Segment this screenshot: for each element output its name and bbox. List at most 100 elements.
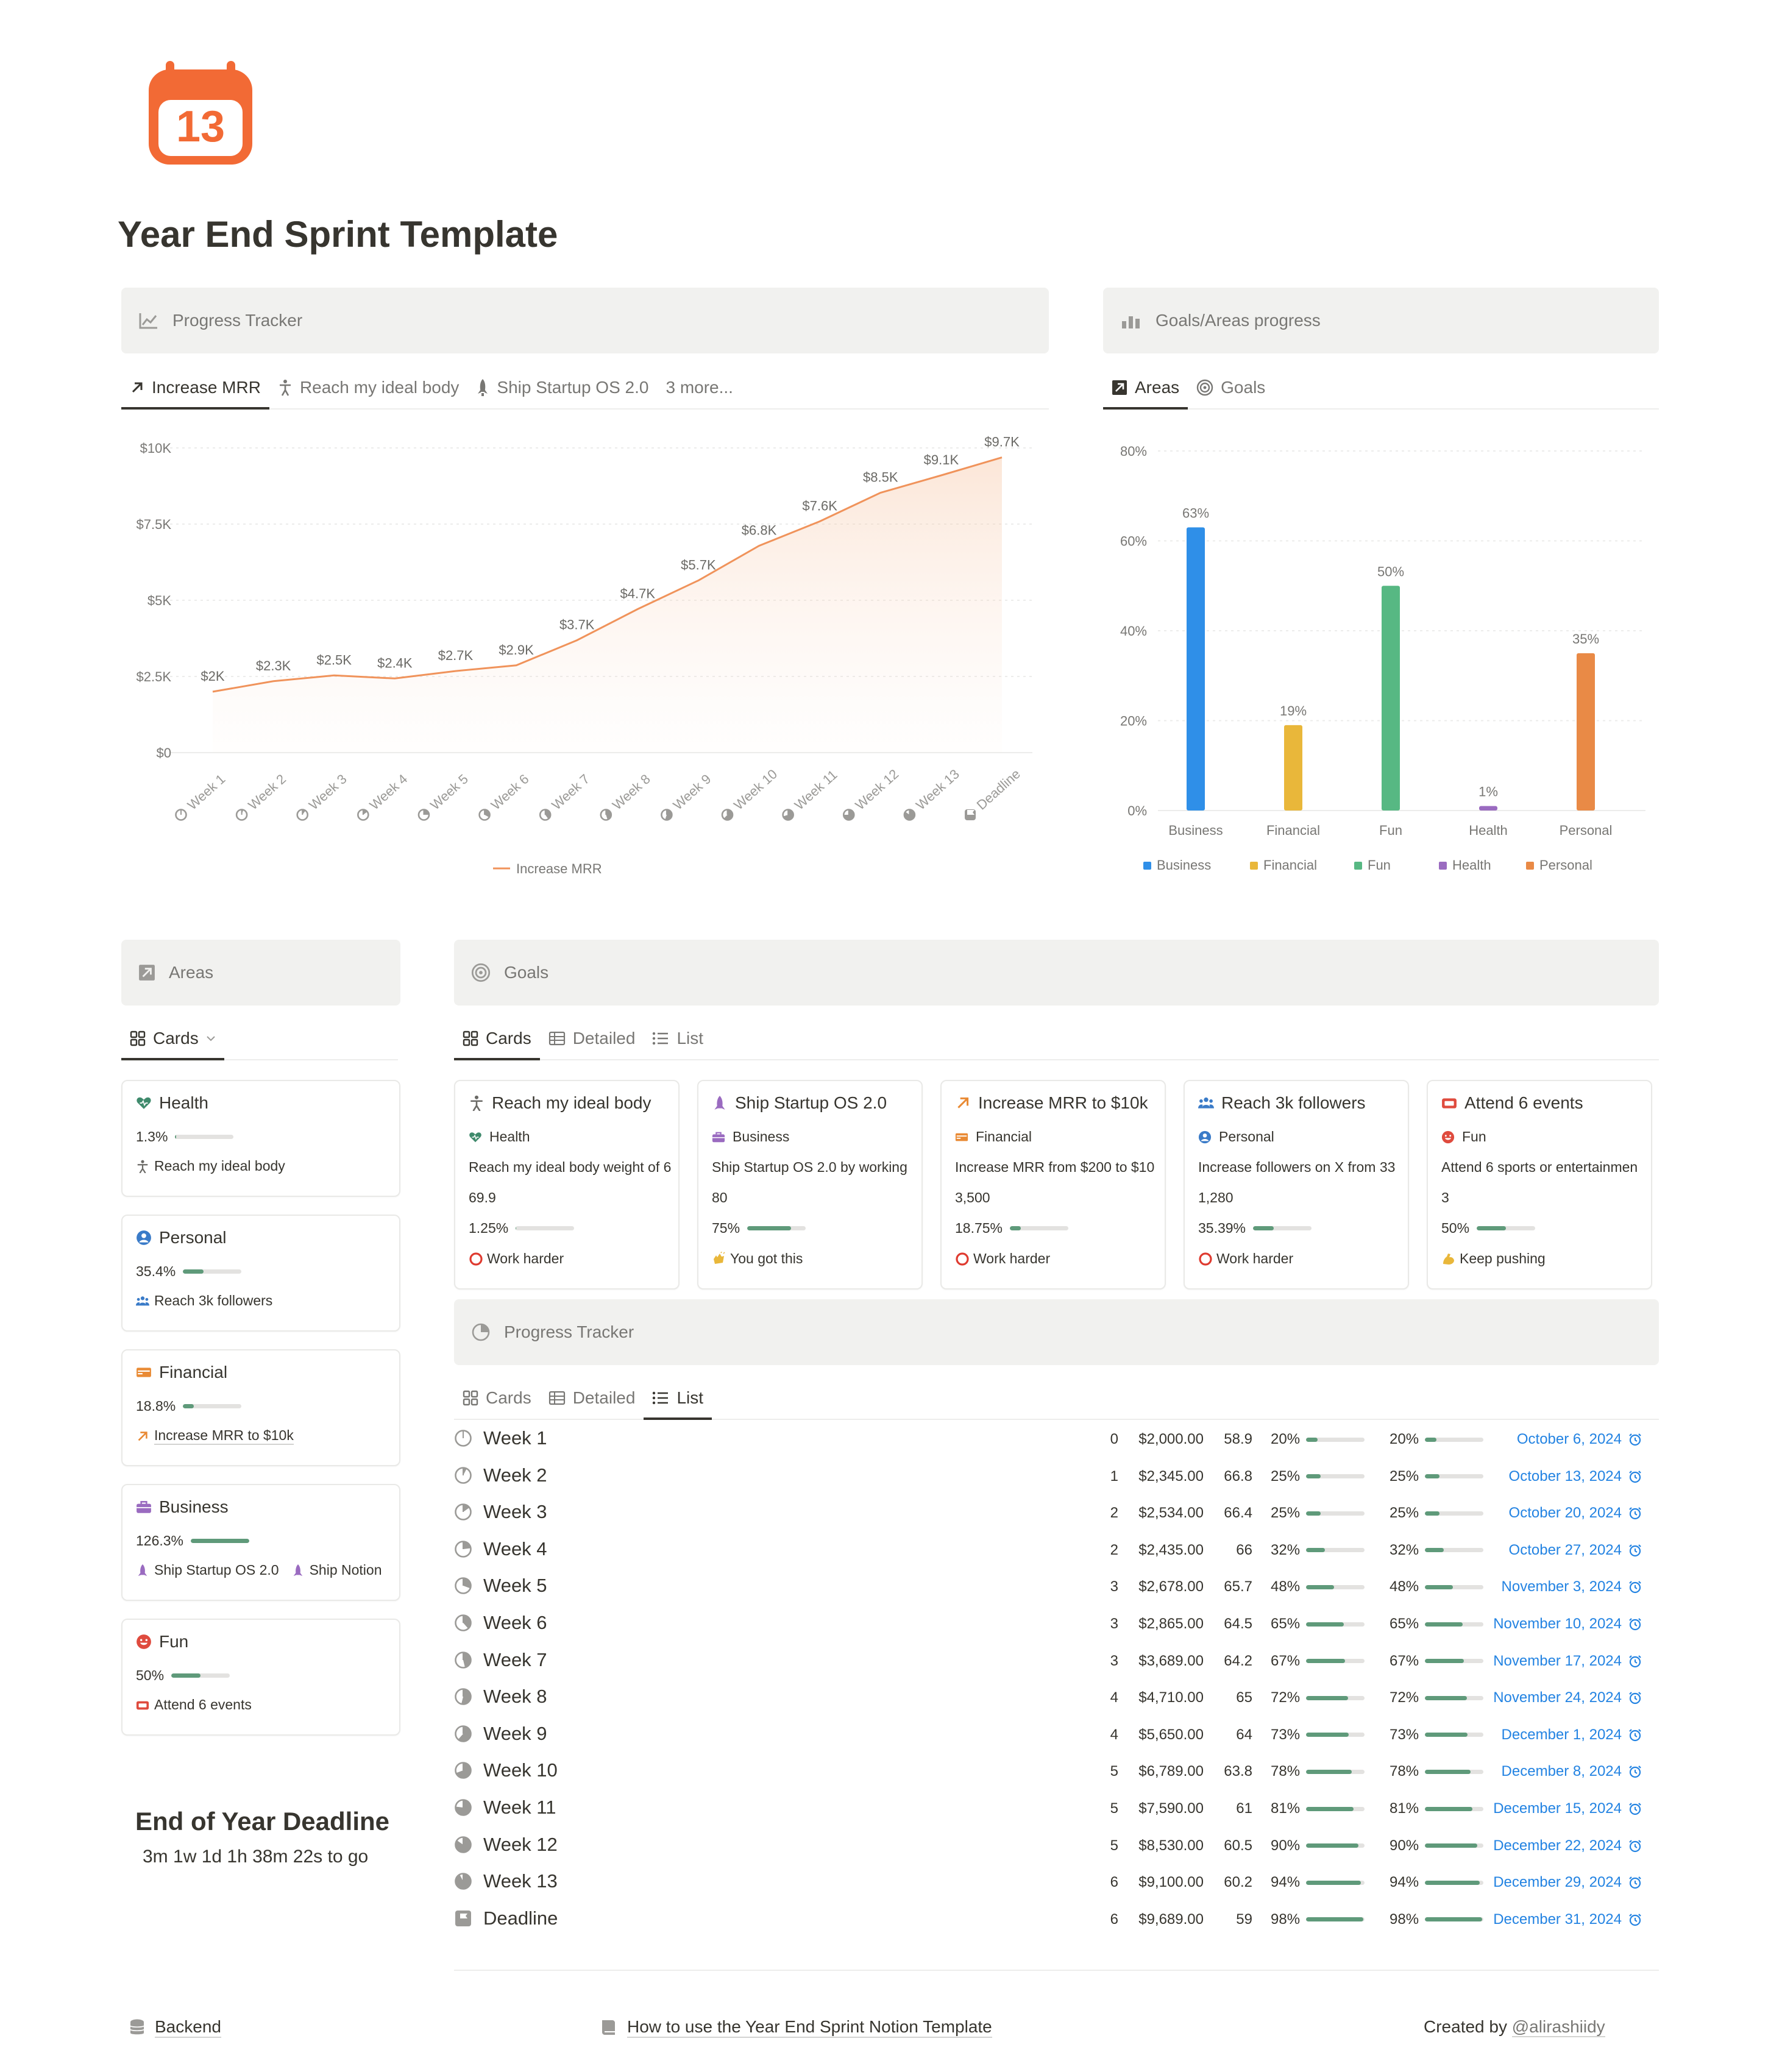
progress-bar-fill: [1425, 1880, 1480, 1885]
x-tick-label: Business: [1168, 823, 1223, 838]
row-name: Week 11: [483, 1797, 556, 1818]
x-tick-icon: [478, 809, 491, 821]
related-goal-link[interactable]: Ship Notion: [291, 1562, 382, 1578]
date-cell[interactable]: December 8, 2024: [1502, 1763, 1642, 1780]
goal-card[interactable]: Increase MRR to $10k Financial Increase MR…: [940, 1080, 1166, 1290]
goal-area[interactable]: Health: [469, 1129, 530, 1145]
goal-area[interactable]: Fun: [1441, 1129, 1486, 1145]
progress-bar-fill: [1425, 1622, 1463, 1627]
tracker-row[interactable]: Week 2 1 $2,345.00 66.8 25% 25% October 13, 20…: [454, 1458, 1661, 1495]
area-card[interactable]: Personal 35.4% Reach 3k followers: [121, 1215, 400, 1332]
progress-bar: [1306, 1474, 1365, 1479]
flag-icon: [455, 1910, 471, 1926]
cell-n: 4: [1110, 1726, 1118, 1743]
tracker-row[interactable]: Week 7 3 $3,689.00 64.2 67% 67% November 17, 2…: [454, 1643, 1661, 1680]
related-goal-link[interactable]: Ship Startup OS 2.0: [136, 1562, 279, 1578]
area-card[interactable]: Business 126.3% Ship Startup OS 2.0 Ship No…: [121, 1484, 400, 1601]
tracker-row[interactable]: Week 5 3 $2,678.00 65.7 48% 48% November 3, 20…: [454, 1569, 1661, 1605]
tab-more[interactable]: 3 more...: [657, 378, 741, 408]
deadline-countdown: 3m 1w 1d 1h 38m 22s to go: [143, 1847, 369, 1867]
progress-bar: [1425, 1474, 1484, 1479]
date-cell[interactable]: December 22, 2024: [1493, 1837, 1642, 1854]
tracker-row[interactable]: Week 12 5 $8,530.00 60.5 90% 90% December 22, …: [454, 1828, 1661, 1864]
progress-pie-icon: [455, 1873, 472, 1890]
goal-percent: 50%: [1441, 1220, 1470, 1236]
date-cell[interactable]: December 15, 2024: [1493, 1800, 1642, 1817]
tab-areas[interactable]: Areas: [1103, 378, 1188, 410]
date-cell[interactable]: October 20, 2024: [1509, 1505, 1642, 1522]
tab-goals-detailed[interactable]: Detailed: [540, 1029, 644, 1059]
tab-reach-ideal-body[interactable]: Reach my ideal body: [269, 378, 467, 408]
tab-tracker-detailed[interactable]: Detailed: [540, 1388, 644, 1419]
goal-card[interactable]: Ship Startup OS 2.0 Business Ship Startup …: [697, 1080, 923, 1290]
goal-area[interactable]: Personal: [1198, 1129, 1274, 1145]
goal-status: Work harder: [469, 1251, 564, 1267]
date-cell[interactable]: December 31, 2024: [1493, 1911, 1642, 1928]
goal-card[interactable]: Attend 6 events Fun Attend 6 sports or ent…: [1427, 1080, 1652, 1290]
tracker-row[interactable]: Week 3 2 $2,534.00 66.4 25% 25% October 20, 20…: [454, 1495, 1661, 1531]
data-label: $2.7K: [438, 648, 474, 663]
page-icon[interactable]: 13: [144, 56, 257, 169]
tab-ship-startup-os[interactable]: Ship Startup OS 2.0: [467, 378, 657, 408]
grid-icon: [130, 1031, 146, 1046]
tracker-row[interactable]: Week 4 2 $2,435.00 66 32% 32% October 27, 2024: [454, 1532, 1661, 1569]
progress-bar-fill: [175, 1135, 176, 1139]
progress-bar-fill: [1306, 1622, 1344, 1627]
progress-bar: [747, 1226, 806, 1230]
tab-goals-cards[interactable]: Cards: [454, 1029, 540, 1060]
goal-area[interactable]: Business: [712, 1129, 789, 1145]
progress-bar-fill: [1425, 1437, 1437, 1442]
goal-card[interactable]: Reach my ideal body Health Reach my ideal …: [454, 1080, 680, 1290]
tab-tracker-cards[interactable]: Cards: [454, 1388, 540, 1419]
alarm-clock-icon: [1628, 1654, 1642, 1669]
goal-area[interactable]: Financial: [955, 1129, 1032, 1145]
progress-bar: [1425, 1511, 1484, 1516]
y-tick-label: $2.5K: [137, 669, 172, 684]
howto-link[interactable]: How to use the Year End Sprint Notion Te…: [600, 2017, 992, 2038]
cell-n: 4: [1110, 1689, 1118, 1706]
date-cell[interactable]: December 1, 2024: [1502, 1726, 1642, 1744]
related-goal-link[interactable]: Increase MRR to $10k: [136, 1427, 294, 1445]
tab-goals[interactable]: Goals: [1188, 378, 1274, 408]
y-tick-label: $7.5K: [137, 517, 172, 532]
tracker-row[interactable]: Week 6 3 $2,865.00 64.5 65% 65% November 10, 2…: [454, 1606, 1661, 1642]
list-divider: [454, 1970, 1659, 1971]
date-cell[interactable]: November 10, 2024: [1493, 1616, 1642, 1633]
backend-link[interactable]: Backend: [129, 2017, 221, 2038]
tracker-row[interactable]: Week 9 4 $5,650.00 64 73% 73% December 1, 2024: [454, 1717, 1661, 1753]
legend-swatch: [1250, 862, 1258, 870]
tab-tracker-list[interactable]: List: [644, 1388, 712, 1420]
creator-handle-link[interactable]: @alirashiidy: [1511, 2017, 1605, 2037]
date-cell[interactable]: October 27, 2024: [1509, 1542, 1642, 1559]
date-cell[interactable]: October 6, 2024: [1517, 1431, 1642, 1448]
date-cell[interactable]: October 13, 2024: [1509, 1468, 1642, 1485]
goal-progress: 18.75%: [955, 1220, 1069, 1236]
cell-mrr: $4,710.00: [1138, 1689, 1204, 1706]
tab-increase-mrr[interactable]: Increase MRR: [121, 378, 269, 410]
tracker-row[interactable]: Week 13 6 $9,100.00 60.2 94% 94% December 29, …: [454, 1864, 1661, 1901]
tracker-row[interactable]: Week 11 5 $7,590.00 61 81% 81% December 15, 20…: [454, 1790, 1661, 1827]
related-goal-link[interactable]: Attend 6 events: [136, 1697, 252, 1713]
date-cell[interactable]: November 3, 2024: [1502, 1578, 1642, 1595]
date-cell[interactable]: November 17, 2024: [1493, 1653, 1642, 1670]
progress-bar: [1306, 1917, 1365, 1922]
cell-n: 3: [1110, 1616, 1118, 1632]
related-goal-link[interactable]: Reach 3k followers: [136, 1293, 272, 1309]
cell-mrr: $5,650.00: [1138, 1726, 1204, 1743]
tracker-row[interactable]: Week 1 0 $2,000.00 58.9 20% 20% October 6, 202…: [454, 1421, 1661, 1458]
area-card[interactable]: Fun 50% Attend 6 events: [121, 1619, 400, 1736]
goal-card[interactable]: Reach 3k followers Personal Increase follo…: [1184, 1080, 1409, 1290]
date-cell[interactable]: November 24, 2024: [1493, 1689, 1642, 1706]
area-card[interactable]: Financial 18.8% Increase MRR to $10k: [121, 1349, 400, 1466]
x-tick-label: Week 10: [731, 766, 780, 812]
tab-label: Cards: [153, 1029, 199, 1048]
date-cell[interactable]: December 29, 2024: [1493, 1874, 1642, 1891]
tracker-row[interactable]: Deadline 6 $9,689.00 59 98% 98% December 31, 2…: [454, 1901, 1661, 1938]
goal-area-label: Financial: [976, 1129, 1032, 1144]
tab-goals-list[interactable]: List: [644, 1029, 712, 1059]
tracker-row[interactable]: Week 8 4 $4,710.00 65 72% 72% November 24, 202…: [454, 1680, 1661, 1716]
tracker-row[interactable]: Week 10 5 $6,789.00 63.8 78% 78% December 8, 2…: [454, 1753, 1661, 1790]
related-goal-link[interactable]: Reach my ideal body: [136, 1158, 285, 1174]
tab-areas-cards[interactable]: Cards: [121, 1029, 224, 1060]
area-card[interactable]: Health 1.3% Reach my ideal body: [121, 1080, 400, 1197]
